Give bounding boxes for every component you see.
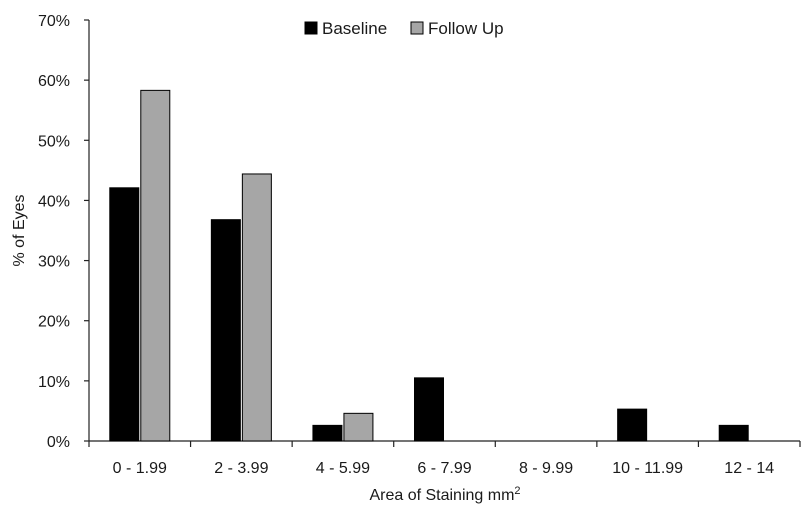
bar-follow-up <box>140 89 171 442</box>
y-tick-label: 10% <box>38 374 70 391</box>
legend-swatch <box>410 21 424 35</box>
y-tick-label: 40% <box>38 193 70 210</box>
bar-baseline <box>109 187 140 442</box>
x-axis-title-superscript: 2 <box>514 485 520 497</box>
bars <box>109 89 749 442</box>
x-tick-label: 6 - 7.99 <box>417 460 471 477</box>
bar-baseline <box>718 424 749 442</box>
x-axis-title-text: Area of Staining mm <box>369 487 514 504</box>
x-tick-label: 8 - 9.99 <box>519 460 573 477</box>
bar-follow-up <box>343 412 374 442</box>
legend: Baseline Follow Up <box>304 19 504 38</box>
bar-baseline <box>210 219 241 442</box>
bar-follow-up <box>241 173 272 442</box>
y-tick-label: 20% <box>38 314 70 331</box>
y-tick-label: 60% <box>38 73 70 90</box>
x-tick-label: 12 - 14 <box>724 460 774 477</box>
y-axis: 0% 10% 20% 30% 40% 50% 60% 70% <box>38 13 90 451</box>
x-axis: 0 - 1.99 2 - 3.99 4 - 5.99 6 - 7.99 8 - 9.99… <box>88 440 801 477</box>
legend-label: Baseline <box>322 19 387 38</box>
x-tick-label: 2 - 3.99 <box>214 460 268 477</box>
x-tick-label: 4 - 5.99 <box>316 460 370 477</box>
x-axis-title: Area of Staining mm2 <box>369 485 520 504</box>
legend-swatch <box>304 21 318 35</box>
y-tick-label: 0% <box>47 434 70 451</box>
y-tick-label: 30% <box>38 254 70 271</box>
legend-label: Follow Up <box>428 19 504 38</box>
y-tick-label: 50% <box>38 133 70 150</box>
x-tick-label: 10 - 11.99 <box>612 460 683 477</box>
y-axis-title: % of Eyes <box>11 194 28 266</box>
bar-baseline <box>312 424 343 442</box>
bar-baseline <box>617 408 648 442</box>
y-tick-label: 70% <box>38 13 70 30</box>
x-tick-label: 0 - 1.99 <box>113 460 167 477</box>
bar-baseline <box>414 377 444 442</box>
